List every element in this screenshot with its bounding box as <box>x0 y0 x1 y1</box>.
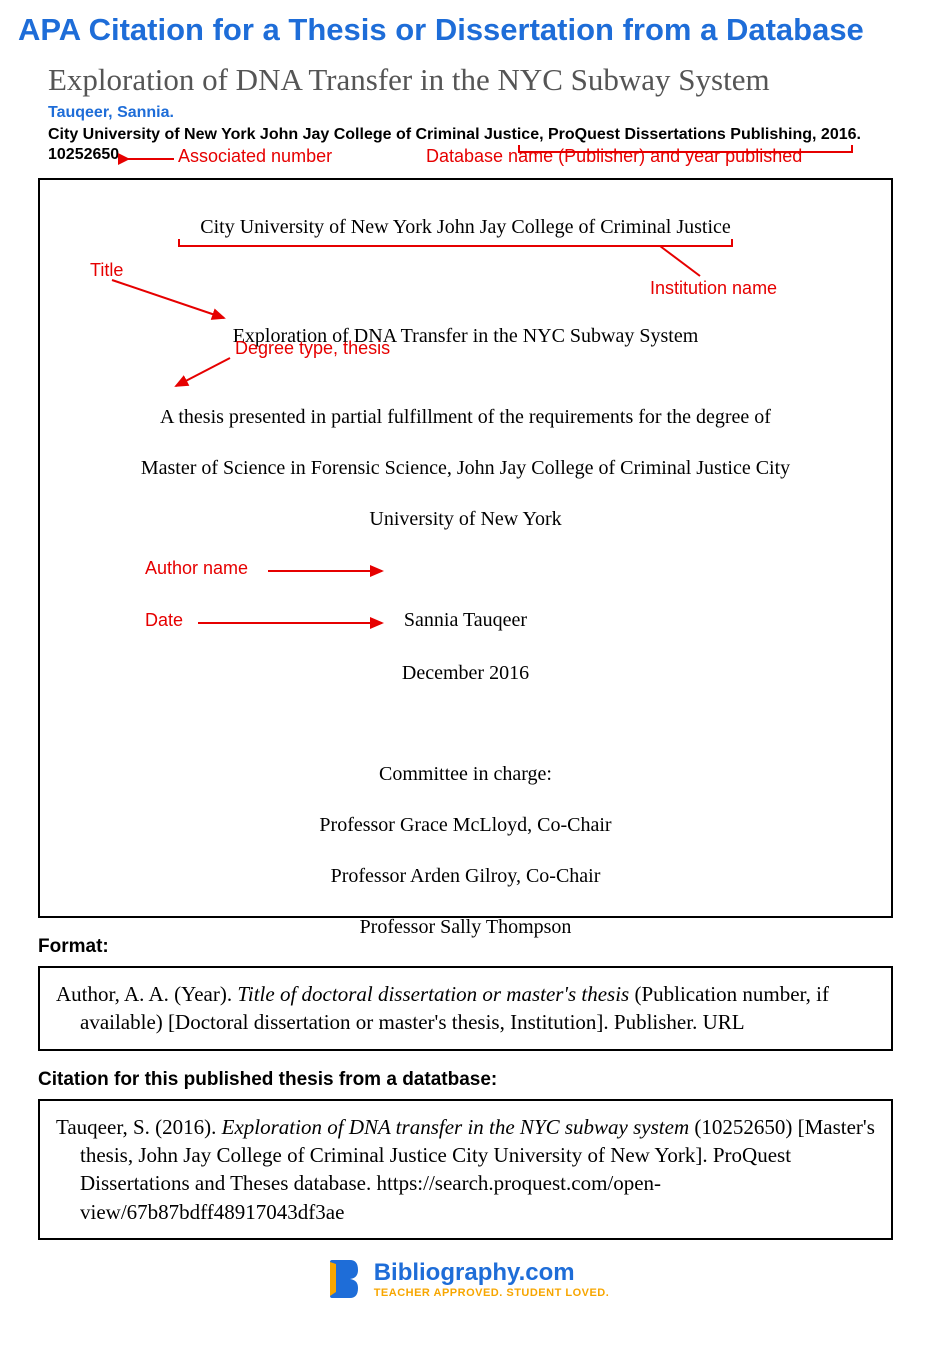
annot-author-name: Author name <box>145 558 248 579</box>
format-box: Author, A. A. (Year). Title of doctoral … <box>38 966 893 1051</box>
citation-text: Tauqeer, S. (2016). Exploration of DNA t… <box>56 1113 875 1226</box>
brand-logo: Bibliography.com TEACHER APPROVED. STUDE… <box>322 1258 610 1300</box>
annot-degree-type: Degree type, thesis <box>235 338 390 359</box>
citation-label: Citation for this published thesis from … <box>38 1069 913 1091</box>
annot-title: Title <box>90 260 123 281</box>
page-title: APA Citation for a Thesis or Dissertatio… <box>18 12 913 48</box>
citation-box: Tauqeer, S. (2016). Exploration of DNA t… <box>38 1099 893 1240</box>
format-label: Format: <box>38 936 913 958</box>
brand-name: Bibliography.com <box>374 1259 610 1287</box>
thesis-date: December 2016 <box>80 662 851 685</box>
thesis-committee-1: Professor Arden Gilroy, Co-Chair <box>80 865 851 888</box>
thesis-fulfillment-1: A thesis presented in partial fulfillmen… <box>80 406 851 429</box>
annot-db-year: Database name (Publisher) and year publi… <box>426 146 802 167</box>
thesis-institution: City University of New York John Jay Col… <box>80 216 851 239</box>
brand-tagline: TEACHER APPROVED. STUDENT LOVED. <box>374 1287 610 1299</box>
example-author: Tauqeer, Sannia. <box>48 104 913 122</box>
underline-institution <box>178 239 733 247</box>
annot-associated-number: Associated number <box>178 146 332 167</box>
annot-date: Date <box>145 610 183 631</box>
format-prefix: Author, A. A. (Year). <box>56 982 237 1006</box>
example-thesis-title: Exploration of DNA Transfer in the NYC S… <box>48 62 913 98</box>
arrow-associated-number <box>124 156 174 164</box>
thesis-fulfillment-3: University of New York <box>80 508 851 531</box>
arrow-title <box>112 280 232 324</box>
thesis-fulfillment-2: Master of Science in Forensic Science, J… <box>80 457 851 480</box>
arrow-author-name <box>268 568 388 576</box>
thesis-committee-0: Professor Grace McLloyd, Co-Chair <box>80 814 851 837</box>
citation-prefix: Tauqeer, S. (2016). <box>56 1115 222 1139</box>
thesis-title: Exploration of DNA Transfer in the NYC S… <box>80 325 851 348</box>
footer: Bibliography.com TEACHER APPROVED. STUDE… <box>18 1258 913 1305</box>
arrow-degree-type <box>170 358 234 392</box>
arrow-institution <box>650 246 710 280</box>
format-text: Author, A. A. (Year). Title of doctoral … <box>56 980 875 1037</box>
thesis-author: Sannia Tauqeer <box>80 609 851 632</box>
citation-italic: Exploration of DNA transfer in the NYC s… <box>222 1115 689 1139</box>
example-source-line: City University of New York John Jay Col… <box>48 126 913 144</box>
example-source-text: City University of New York John Jay Col… <box>48 126 861 143</box>
example-number-line: 10252650. Associated number Database nam… <box>48 146 913 168</box>
annot-institution: Institution name <box>650 278 777 299</box>
format-italic: Title of doctoral dissertation or master… <box>237 982 629 1006</box>
example-number-text: 10252650. <box>48 146 124 163</box>
logo-mark-icon <box>322 1258 364 1300</box>
thesis-title-page: City University of New York John Jay Col… <box>38 178 893 918</box>
thesis-committee-heading: Committee in charge: <box>80 763 851 786</box>
thesis-committee-2: Professor Sally Thompson <box>80 916 851 939</box>
